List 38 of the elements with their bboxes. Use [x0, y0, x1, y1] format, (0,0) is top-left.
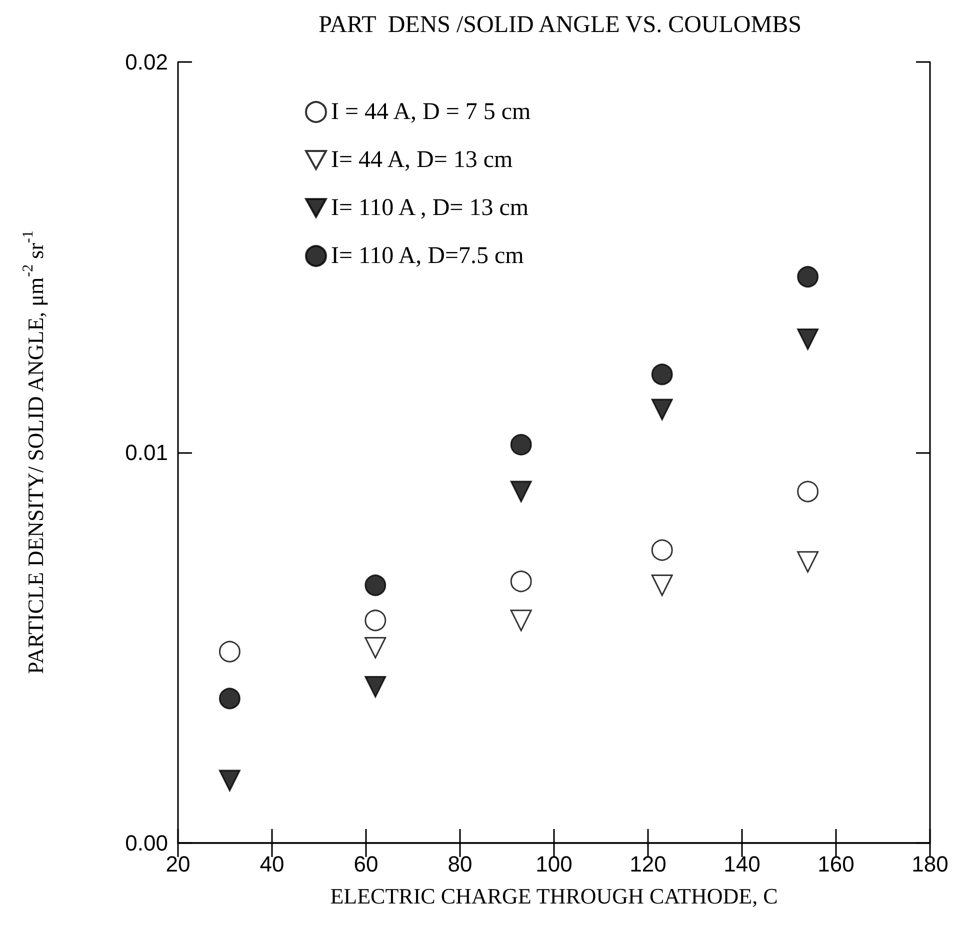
point	[651, 539, 673, 561]
point	[218, 770, 240, 792]
point	[510, 610, 532, 632]
point	[797, 480, 819, 502]
point	[797, 551, 819, 573]
point	[510, 570, 532, 592]
x-tick-label: 120	[630, 852, 666, 876]
point	[364, 574, 386, 596]
x-tick-label: 80	[448, 852, 472, 876]
point	[364, 610, 386, 632]
legend-label: I= 110 A , D= 13 cm	[331, 195, 529, 221]
point	[218, 640, 240, 662]
x-tick-label: 160	[818, 852, 854, 876]
x-tick-label: 60	[354, 852, 378, 876]
legend-label: I = 44 A, D = 7 5 cm	[331, 99, 532, 125]
point	[651, 364, 673, 386]
point	[651, 574, 673, 596]
point	[364, 637, 386, 658]
x-tick-label: 20	[166, 852, 190, 876]
y-tick-label: 0.01	[125, 440, 168, 465]
point	[510, 480, 532, 502]
x-tick-label: 40	[260, 852, 284, 876]
point	[364, 676, 386, 698]
legend-label: I= 110 A, D=7.5 cm	[331, 243, 524, 269]
point	[218, 688, 240, 710]
point	[797, 266, 819, 288]
point	[651, 398, 673, 420]
y-tick-label: 0.02	[125, 50, 168, 74]
chart-title: PART DENS /SOLID ANGLE VS. COULOMBS	[318, 12, 802, 38]
x-tick-label: 180	[912, 852, 948, 876]
x-axis-title: ELECTRIC CHARGE THROUGH CATHODE, C	[330, 884, 778, 908]
y-tick-label: 0.00	[125, 830, 168, 856]
y-axis-title: PARTICLE DENSITY/ SOLID ANGLE, μm-2 sr-1	[20, 230, 48, 674]
point	[797, 328, 819, 350]
x-tick-label: 100	[536, 852, 572, 876]
x-tick-label: 140	[724, 852, 760, 876]
point	[510, 434, 532, 456]
legend-label: I= 44 A, D= 13 cm	[331, 147, 514, 173]
